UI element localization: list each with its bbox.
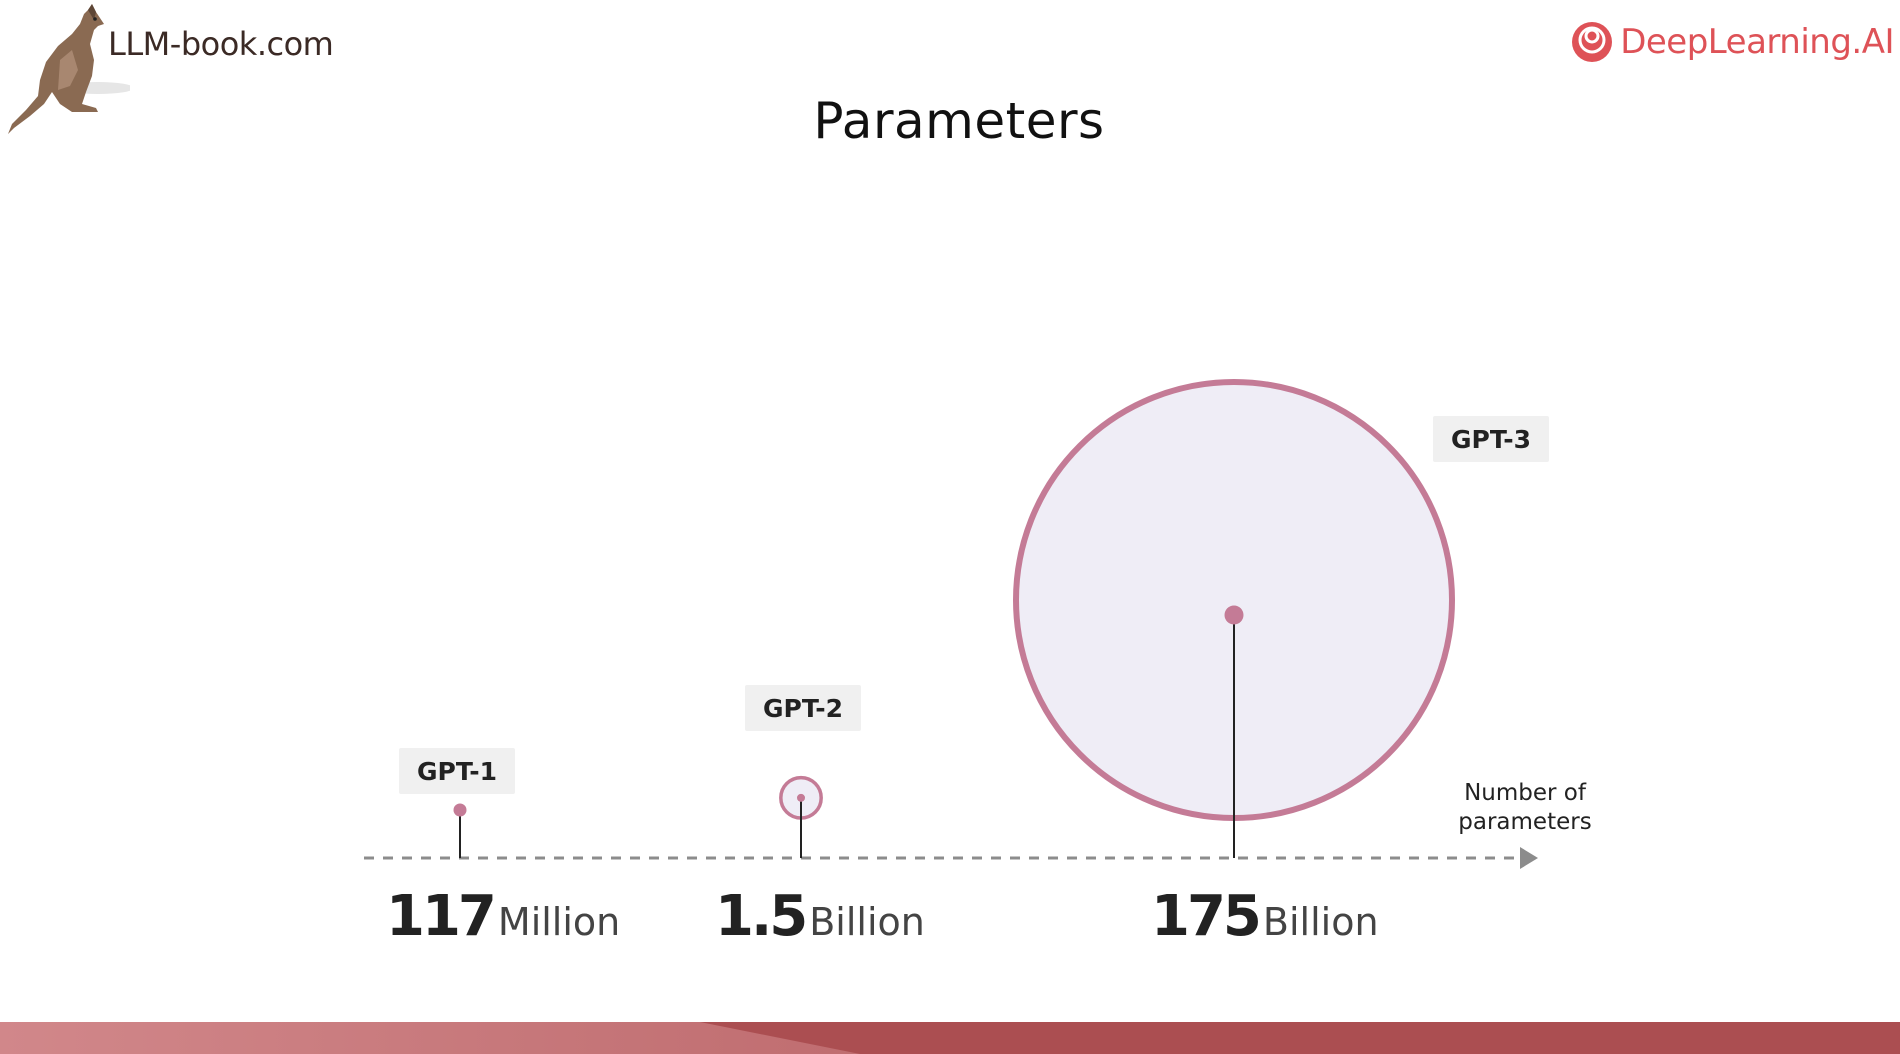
gpt-3-value-label: 175 Billion [1151, 884, 1379, 949]
gpt-2-point [797, 793, 805, 802]
gpt-2-value-unit: Billion [809, 900, 925, 944]
gpt-3-value-number: 175 [1151, 884, 1259, 949]
page-title: Parameters [813, 92, 1105, 150]
gpt-1-value-number: 117 [386, 884, 494, 949]
gpt-3-label-box [1433, 416, 1549, 462]
site-label: LLM-book.com [108, 25, 334, 63]
gpt-2-label: GPT-2 [763, 694, 843, 723]
bottom-bar [0, 1022, 1900, 1054]
marks-layer [453, 379, 1455, 858]
gpt-1-label-box [399, 748, 515, 794]
labels-layer: Number of parameters GPT-1 117 Million GPT-2 1… [386, 416, 1592, 949]
deeplearning-ai-logo-icon [1572, 22, 1613, 62]
x-axis-arrow [1520, 847, 1538, 869]
axis-layer [364, 847, 1538, 869]
gpt-1-value-unit: Million [498, 900, 620, 944]
gpt-3-value-unit: Billion [1263, 900, 1379, 944]
kangaroo-icon [8, 4, 130, 134]
gpt-3-label: GPT-3 [1451, 425, 1531, 454]
site-logo: LLM-book.com [0, 0, 360, 140]
brand-logo: DeepLearning.AI [1570, 16, 1894, 68]
x-axis-label: Number of parameters [1458, 780, 1591, 835]
gpt-3-point [1224, 605, 1244, 625]
gpt-2-value-label: 1.5 Billion [715, 884, 925, 949]
gpt-1-value-label: 117 Million [386, 884, 620, 949]
gpt-1-point [453, 803, 467, 817]
gpt-2-value-number: 1.5 [715, 884, 805, 949]
brand-label: DeepLearning.AI [1620, 22, 1894, 62]
gpt-1-label: GPT-1 [417, 757, 497, 786]
gpt-2-label-box [745, 685, 861, 731]
